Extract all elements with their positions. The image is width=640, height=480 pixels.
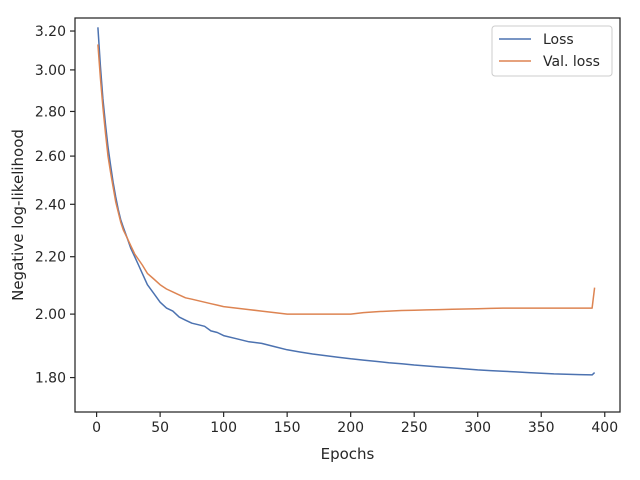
x-tick-label: 50 xyxy=(151,420,169,436)
y-tick-label: 2.00 xyxy=(35,307,66,323)
legend: Loss Val. loss xyxy=(491,25,613,77)
plot-frame xyxy=(74,17,621,413)
plot-area xyxy=(97,27,596,376)
x-tick-label: 250 xyxy=(401,420,428,436)
x-tick-label: 100 xyxy=(210,420,237,436)
x-tick-label: 0 xyxy=(92,420,101,436)
series-line-loss xyxy=(97,27,596,376)
y-tick-label: 3.20 xyxy=(35,24,66,40)
x-tick-label: 300 xyxy=(464,420,491,436)
series-line-val-loss xyxy=(97,44,596,315)
y-axis-label: Negative log-likelihood xyxy=(9,129,27,301)
legend-label-loss: Loss xyxy=(543,32,574,48)
y-tick-label: 2.80 xyxy=(35,104,66,120)
x-axis-label: Epochs xyxy=(321,445,375,463)
y-tick-label: 3.00 xyxy=(35,63,66,79)
x-axis: 0 50 100 150 200 250 300 350 400 xyxy=(92,412,618,436)
y-tick-label: 2.20 xyxy=(35,250,66,266)
y-tick-label: 2.60 xyxy=(35,149,66,165)
y-tick-label: 1.80 xyxy=(35,371,66,387)
y-tick-label: 2.40 xyxy=(35,197,66,213)
y-axis: 1.80 2.00 2.20 2.40 2.60 2.80 3.00 3.20 xyxy=(35,24,75,387)
x-tick-label: 400 xyxy=(591,420,618,436)
legend-label-val-loss: Val. loss xyxy=(543,54,600,70)
x-tick-label: 200 xyxy=(337,420,364,436)
x-tick-label: 150 xyxy=(274,420,301,436)
x-tick-label: 350 xyxy=(528,420,555,436)
